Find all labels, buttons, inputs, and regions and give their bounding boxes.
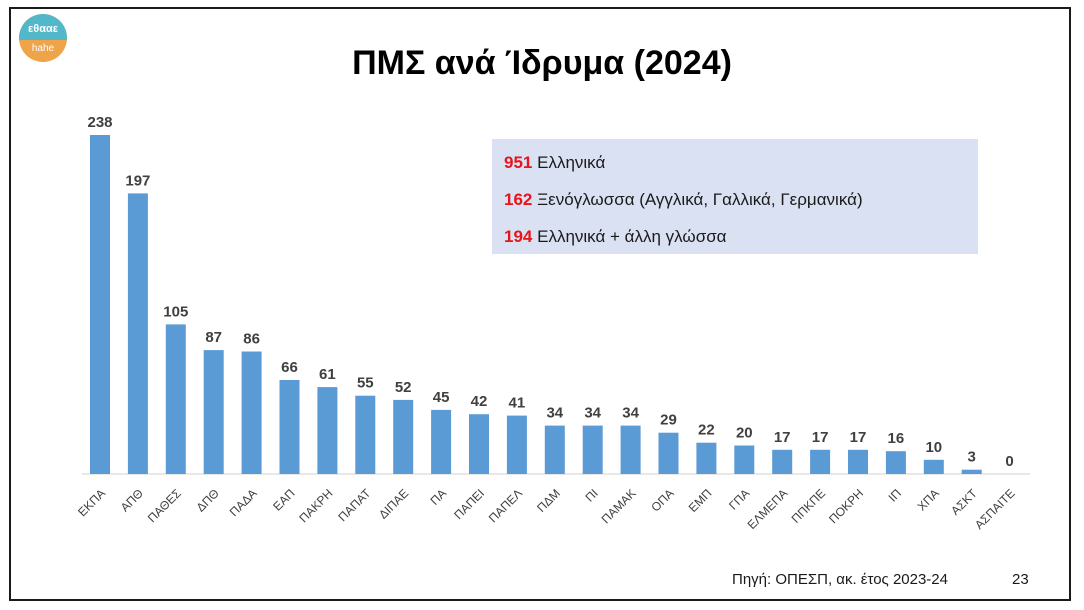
x-tick-label: ΠΑΔΑ: [227, 486, 260, 519]
summary-text: Ελληνικά + άλλη γλώσσα: [537, 227, 727, 246]
data-label: 20: [736, 425, 753, 442]
x-tick-label: ΧΠΑ: [915, 486, 942, 513]
data-label: 42: [471, 393, 488, 410]
summary-number: 162: [504, 190, 533, 209]
data-label: 10: [925, 439, 942, 456]
x-tick-label: ΠΑΠΑΤ: [335, 486, 374, 525]
language-summary-box: 951 Ελληνικά 162 Ξενόγλωσσα (Αγγλικά, Γα…: [492, 139, 978, 254]
x-tick-label: ΙΠ: [886, 486, 904, 504]
bar: [582, 425, 603, 474]
summary-number: 951: [504, 153, 533, 172]
summary-text: Ξενόγλωσσα (Αγγλικά, Γαλλικά, Γερμανικά): [537, 190, 863, 209]
data-label: 86: [243, 331, 260, 348]
x-tick-label: ΠΔΜ: [534, 486, 563, 515]
x-tick-label: ΠΑΚΡΗ: [296, 486, 335, 525]
x-tick-label: ΠΑ: [428, 486, 450, 508]
bar: [203, 350, 224, 474]
bar: [317, 387, 338, 474]
summary-text: Ελληνικά: [537, 153, 606, 172]
x-tick-label: ΕΑΠ: [270, 486, 297, 513]
data-label: 45: [433, 389, 450, 406]
logo-bottom-text: hahe: [31, 43, 55, 54]
x-tick-label: ΠΑΜΑΚ: [599, 486, 639, 526]
data-label: 34: [584, 405, 601, 422]
data-label: 55: [357, 375, 374, 392]
x-tick-label: ΠΑΘΕΣ: [145, 486, 184, 525]
data-label: 87: [205, 329, 222, 346]
bar: [544, 425, 565, 474]
summary-line-greek: 951 Ελληνικά: [504, 153, 605, 173]
data-label: 238: [87, 114, 112, 131]
x-tick-label: ΟΠΑ: [648, 486, 676, 514]
x-tick-label: ΕΚΠΑ: [75, 486, 108, 519]
data-label: 61: [319, 366, 336, 383]
bar: [696, 442, 717, 474]
bar: [469, 414, 489, 474]
x-tick-label: ΔΠΘ: [194, 486, 222, 514]
data-label: 0: [1005, 453, 1013, 470]
data-label: 16: [888, 430, 905, 447]
bar: [772, 449, 793, 474]
x-tick-label: ΑΣΚΤ: [948, 486, 980, 518]
bar: [165, 324, 186, 474]
summary-number: 194: [504, 227, 533, 246]
x-tick-label: ΔΙΠΑΕ: [376, 486, 411, 521]
x-tick-label: ΠΑΠΕΛ: [486, 486, 525, 525]
bar: [241, 351, 262, 474]
data-label: 52: [395, 379, 412, 396]
data-label: 17: [774, 429, 791, 446]
page-number: 23: [1012, 571, 1029, 588]
bar: [961, 469, 982, 474]
summary-line-foreign: 162 Ξενόγλωσσα (Αγγλικά, Γαλλικά, Γερμαν…: [504, 190, 863, 210]
logo-top-text: εθααε: [19, 14, 67, 40]
data-label: 105: [163, 303, 188, 320]
data-label: 3: [968, 449, 976, 466]
bar: [127, 193, 148, 474]
data-label: 66: [281, 359, 298, 376]
data-label: 29: [660, 412, 677, 429]
bar: [279, 380, 300, 474]
data-label: 17: [812, 429, 829, 446]
x-tick-label: ΠΟΚΡΗ: [826, 486, 866, 526]
x-tick-label: ΕΜΠ: [686, 486, 715, 515]
x-tick-label: ΑΠΘ: [118, 486, 146, 514]
bar: [620, 425, 641, 474]
bar: [734, 445, 755, 474]
x-tick-label: ΠΙ: [582, 486, 600, 504]
x-tick-label: ΕΛΜΕΠΑ: [745, 486, 791, 532]
x-tick-label: ΓΠΑ: [726, 486, 752, 512]
bar: [658, 432, 679, 474]
chart-title: ΠΜΣ ανά Ίδρυμα (2024): [352, 44, 732, 82]
data-label: 17: [850, 429, 867, 446]
bar: [506, 415, 527, 474]
x-tick-label: ΑΣΠΑΙΤΕ: [972, 486, 1018, 532]
bar: [923, 459, 944, 474]
bar: [848, 449, 868, 474]
data-label: 22: [698, 422, 715, 439]
hahe-logo: εθααε hahe: [19, 14, 67, 62]
bar: [810, 449, 831, 474]
slide-frame: [9, 7, 1071, 601]
data-label: 41: [509, 395, 526, 412]
bar: [355, 395, 376, 474]
x-tick-label: ΠΠΚΠΕ: [789, 486, 829, 526]
data-label: 34: [546, 405, 563, 422]
source-note: Πηγή: ΟΠΕΣΠ, ακ. έτος 2023-24: [732, 571, 948, 588]
data-label: 197: [125, 172, 150, 189]
data-label: 34: [622, 405, 639, 422]
x-tick-label: ΠΑΠΕΙ: [451, 486, 487, 522]
bar: [90, 135, 110, 474]
bar: [431, 409, 452, 474]
bar: [393, 399, 414, 474]
summary-line-mixed: 194 Ελληνικά + άλλη γλώσσα: [504, 227, 727, 247]
bar: [885, 451, 906, 474]
